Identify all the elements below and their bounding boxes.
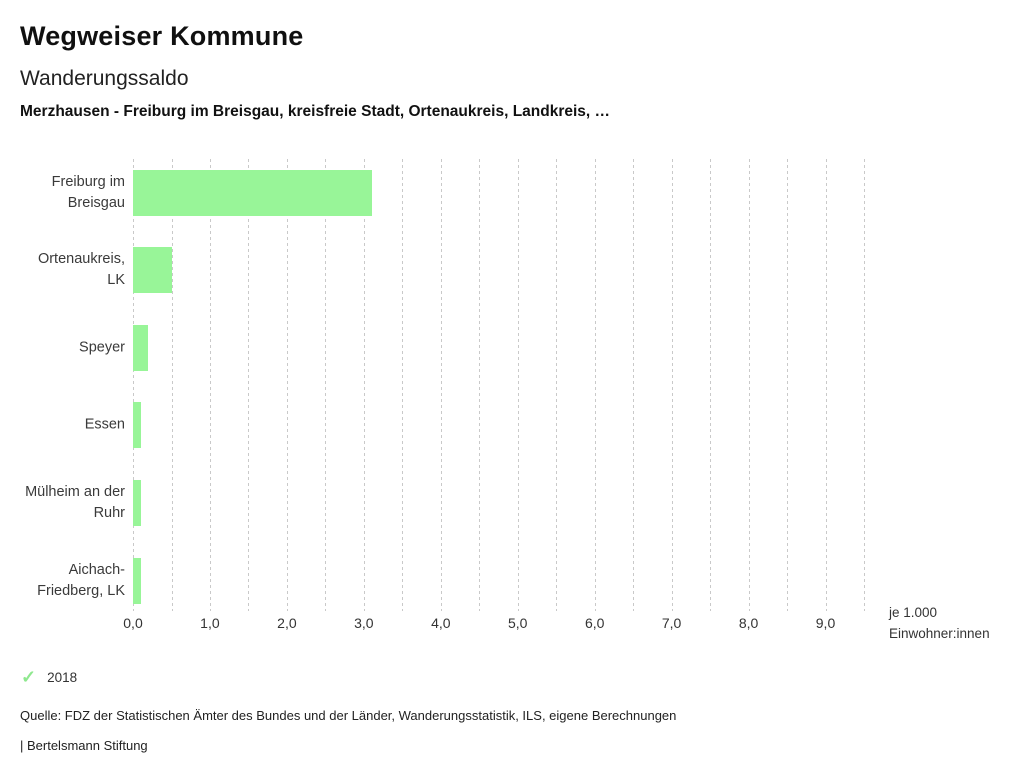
x-axis: 0,0 1,0 2,0 3,0 4,0 5,0 6,0 7,0 8,0 9,0: [123, 615, 864, 635]
category-label: Mülheim an der Ruhr: [25, 483, 125, 521]
gridline: [286, 159, 288, 611]
category-label: Freiburg im Breisgau: [51, 173, 125, 211]
plot-area: [133, 159, 865, 611]
app-title: Wegweiser Kommune: [20, 21, 304, 51]
gridline: [517, 159, 519, 611]
chart-bar[interactable]: [133, 169, 372, 216]
x-tick-label: 7,0: [661, 615, 682, 631]
axis-unit-line1: je 1.000: [889, 605, 938, 620]
chart-bar[interactable]: [133, 247, 172, 294]
gridline: [402, 159, 404, 611]
gridline: [209, 159, 211, 611]
category-label: Ortenaukreis, LK: [37, 251, 125, 289]
x-tick-label: 3,0: [354, 615, 374, 631]
x-tick-label: 0,0: [123, 615, 143, 631]
gridline: [864, 159, 865, 611]
chart-bar[interactable]: [133, 324, 149, 371]
gridline: [440, 159, 442, 611]
chart-bar[interactable]: [133, 557, 141, 604]
gridline: [556, 159, 558, 611]
gridline: [479, 159, 481, 611]
x-tick-label: 2,0: [277, 615, 297, 631]
gridline: [671, 159, 673, 611]
x-tick-label: 9,0: [815, 615, 836, 631]
gridline: [825, 159, 827, 611]
gridline: [325, 159, 327, 611]
source-text: Quelle: FDZ der Statistischen Ämter des …: [20, 708, 677, 723]
gridline: [363, 159, 365, 611]
category-label: Speyer: [79, 339, 125, 356]
legend-item-2018[interactable]: ✓ 2018: [21, 668, 77, 686]
gridline: [710, 159, 712, 611]
gridline: [171, 159, 173, 611]
chart-bar[interactable]: [133, 402, 141, 449]
gridline: [633, 159, 635, 611]
chart-subtitle: Merzhausen - Freiburg im Breisgau, kreis…: [20, 103, 611, 120]
legend-year-label: 2018: [47, 669, 78, 685]
checkmark-icon: ✓: [21, 667, 37, 687]
gridline: [748, 159, 750, 611]
category-label: Essen: [84, 416, 125, 433]
x-tick-label: 6,0: [584, 615, 605, 631]
chart-title: Wanderungssaldo: [20, 67, 189, 90]
category-label: Aichach- Friedberg, LK: [37, 561, 125, 599]
x-tick-label: 8,0: [738, 615, 759, 631]
chart-bar[interactable]: [133, 479, 141, 526]
gridline: [787, 159, 789, 611]
axis-unit-label: je 1.000 Einwohner:innen: [889, 602, 990, 644]
x-tick-label: 1,0: [200, 615, 220, 631]
gridline: [594, 159, 596, 611]
axis-unit-line2: Einwohner:innen: [889, 626, 990, 641]
gridline: [133, 159, 134, 611]
branding-text: | Bertelsmann Stiftung: [20, 738, 148, 753]
x-tick-label: 4,0: [431, 615, 451, 631]
gridline: [248, 159, 250, 611]
x-tick-label: 5,0: [507, 615, 528, 631]
